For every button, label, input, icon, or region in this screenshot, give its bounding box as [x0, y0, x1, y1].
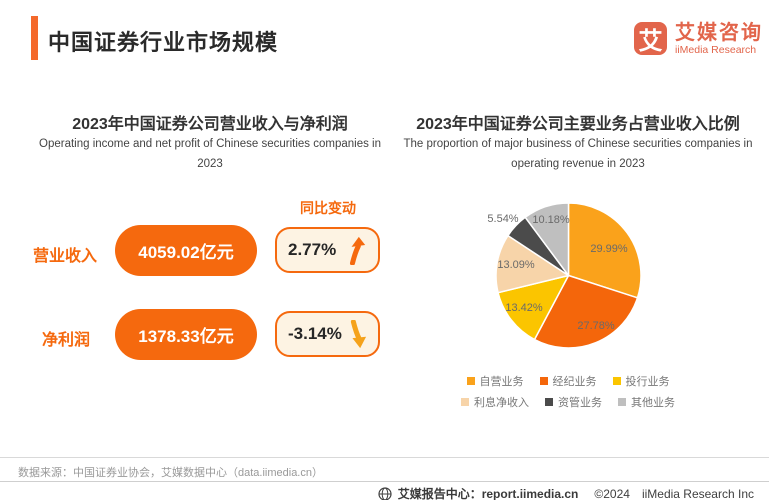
legend-swatch [539, 377, 548, 385]
logo-name-cn: 艾媒咨询 [675, 22, 763, 44]
metric-value-operating-income: 4059.02亿元 [115, 225, 257, 276]
logo-name-en: iiMedia Research [675, 44, 757, 56]
legend-swatch [466, 377, 475, 385]
company-logo: 艾 艾媒咨询 iiMedia Research [634, 22, 763, 56]
pie-label-investment-banking: 13.42% [505, 302, 543, 314]
report-center-text: 艾媒报告中心：report.iimedia.cn [397, 487, 579, 500]
footer-bar: 艾媒报告中心：report.iimedia.cn ©2024 iiMedia R… [378, 485, 754, 500]
change-value: -3.14% [288, 324, 342, 343]
yoy-change-header: 同比变动 [300, 200, 356, 216]
pie-label-asset-management: 5.54% [487, 213, 519, 225]
right-section-subtitle: The proportion of major business of Chin… [403, 138, 753, 170]
legend-swatch [618, 398, 626, 406]
legend-swatch [461, 398, 469, 406]
metric-value-net-profit: 1378.33亿元 [115, 309, 257, 360]
metric-label-operating-income: 营业收入 [33, 248, 98, 265]
left-section-subtitle: Operating income and net profit of Chine… [39, 138, 381, 170]
pie-chart [496, 203, 641, 348]
globe-icon [378, 486, 392, 500]
legend-item: 投行业务 [612, 373, 670, 389]
pie-slice-brokerage [533, 274, 639, 348]
footer-divider-top [0, 457, 769, 458]
legend-item: 自营业务 [466, 373, 524, 389]
pie-legend: 自营业务 经纪业务 投行业务 利息净收入 资管业务 其他业务 [438, 373, 698, 410]
pie-slice-investment-banking [497, 274, 570, 341]
legend-item: 其他业务 [618, 394, 675, 410]
pie-slice-proprietary-trading [567, 203, 641, 299]
right-section-title: 2023年中国证券公司主要业务占营业收入比例 [416, 116, 740, 133]
company-name-text: iiMedia Research Inc [641, 486, 754, 500]
metric-label-net-profit: 净利润 [42, 332, 91, 349]
pie-slice-net-interest-income [496, 234, 570, 294]
footer-divider-bottom [0, 481, 769, 482]
left-section-title: 2023年中国证券公司营业收入与净利润 [72, 116, 348, 133]
metric-change-net-profit: -3.14% [275, 311, 380, 357]
pie-label-other: 10.18% [532, 214, 570, 226]
logo-icon: 艾 [634, 22, 667, 55]
legend-item: 利息净收入 [461, 394, 529, 410]
arrow-up-icon [349, 236, 366, 265]
data-source-text: 数据来源：中国证券业协会，艾媒数据中心（data.iimedia.cn） [18, 467, 323, 479]
pie-slice-other [524, 203, 570, 277]
legend-swatch [612, 377, 621, 385]
pie-label-net-interest-income: 13.09% [497, 259, 535, 271]
arrow-down-icon [350, 319, 367, 348]
page-title: 中国证券行业市场规模 [48, 30, 279, 55]
legend-item: 资管业务 [545, 394, 602, 410]
copyright-text: ©2024 [594, 486, 630, 500]
metric-change-operating-income: 2.77% [275, 227, 380, 273]
change-value: 2.77% [288, 240, 337, 259]
pie-label-proprietary-trading: 29.99% [590, 243, 628, 255]
legend-swatch [545, 398, 553, 406]
legend-item: 经纪业务 [539, 373, 597, 389]
pie-label-brokerage: 27.78% [577, 320, 615, 332]
title-accent-bar [31, 16, 38, 60]
